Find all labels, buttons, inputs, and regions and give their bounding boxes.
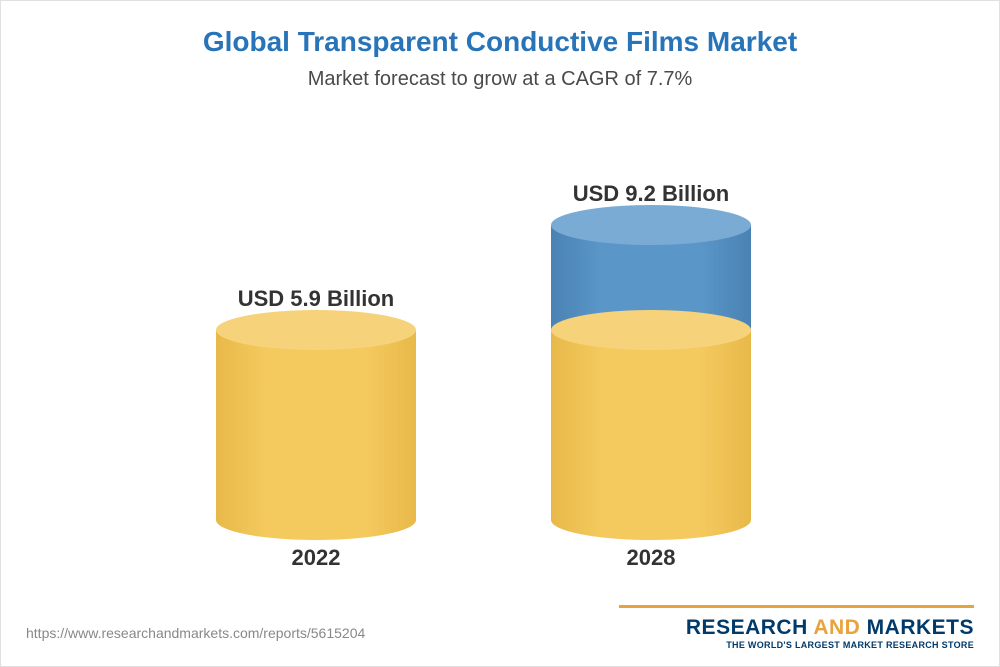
cylinder-body	[216, 330, 416, 520]
cylinder-2028: USD 9.2 Billion 2028	[551, 181, 751, 571]
brand-tagline: THE WORLD'S LARGEST MARKET RESEARCH STOR…	[686, 640, 974, 650]
chart-area: USD 5.9 Billion 2022 USD 9.2 Billion 202…	[1, 131, 999, 571]
brand-word-markets: MARKETS	[867, 616, 974, 639]
cylinder-body	[551, 225, 751, 520]
chart-title: Global Transparent Conductive Films Mark…	[1, 26, 999, 58]
brand-logo: RESEARCH AND MARKETS THE WORLD'S LARGEST…	[686, 616, 974, 650]
header: Global Transparent Conductive Films Mark…	[1, 1, 999, 91]
brand-name: RESEARCH AND MARKETS	[686, 616, 974, 640]
year-label: 2028	[551, 545, 751, 571]
brand-word-research: RESEARCH	[686, 616, 808, 639]
chart-subtitle: Market forecast to grow at a CAGR of 7.7…	[1, 68, 999, 91]
value-label: USD 5.9 Billion	[216, 286, 416, 312]
year-label: 2022	[216, 545, 416, 571]
footer: https://www.researchandmarkets.com/repor…	[1, 611, 999, 666]
footer-divider	[619, 605, 974, 608]
brand-word-and: AND	[813, 616, 860, 639]
source-url: https://www.researchandmarkets.com/repor…	[26, 625, 365, 641]
cylinder-2022: USD 5.9 Billion 2022	[216, 286, 416, 571]
value-label: USD 9.2 Billion	[551, 181, 751, 207]
